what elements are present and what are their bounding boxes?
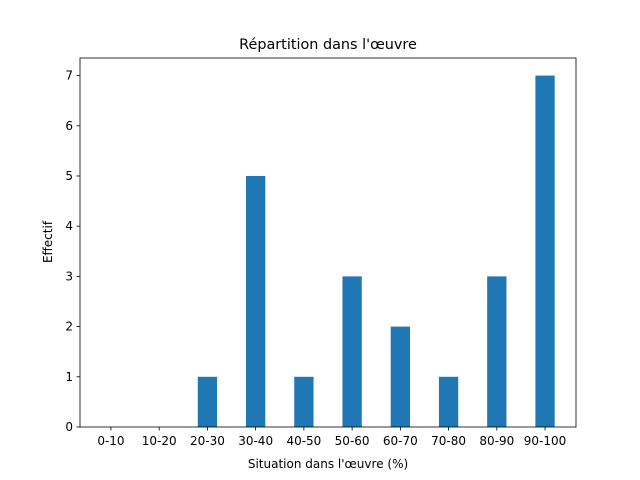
x-axis-label: Situation dans l'œuvre (%) [248,457,408,471]
bar [487,276,507,427]
bar [390,326,410,427]
bar [535,75,555,428]
y-tick-label: 6 [65,119,73,133]
x-tick-label: 10-20 [142,434,177,448]
y-tick-label: 3 [65,269,73,283]
bar [246,175,266,427]
x-tick-label: 20-30 [190,434,225,448]
y-tick-label: 4 [65,219,73,233]
x-tick-label: 50-60 [335,434,370,448]
x-tick-label: 60-70 [383,434,418,448]
axes-frame [79,57,577,428]
chart-title: Répartition dans l'œuvre [239,37,417,53]
y-tick-label: 1 [65,370,73,384]
x-tick-label: 80-90 [479,434,514,448]
y-tick-label: 2 [65,320,73,334]
bar [438,376,459,427]
y-tick-label: 0 [65,420,73,434]
y-tick-label: 5 [65,169,73,183]
x-tick-label: 30-40 [238,434,273,448]
y-tick-label: 7 [65,69,73,83]
bar [294,376,314,427]
x-tick-label: 90-100 [524,434,567,448]
x-tick-label: 70-80 [431,434,466,448]
bar [197,376,218,427]
x-tick-label: 0-10 [97,434,124,448]
y-axis-label: Effectif [41,220,55,263]
x-tick-label: 40-50 [286,434,321,448]
bar [342,276,362,427]
